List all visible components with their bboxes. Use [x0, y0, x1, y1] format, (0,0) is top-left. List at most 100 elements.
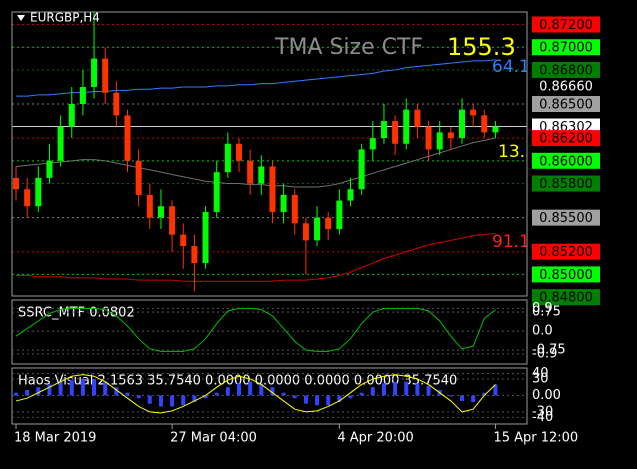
histogram-bar — [47, 384, 52, 396]
candle-body — [57, 126, 64, 161]
histogram-bar — [69, 380, 74, 396]
price-box — [532, 96, 600, 113]
price-label: 0.86800 — [539, 63, 593, 78]
histogram-bar — [136, 395, 141, 399]
candle-body — [46, 160, 53, 178]
histogram-bar — [125, 392, 130, 396]
price-label: 0.84800 — [539, 291, 593, 306]
histogram-bar — [415, 383, 420, 396]
price-label: 0.87200 — [539, 18, 593, 33]
histogram-bar — [493, 384, 498, 396]
y-tick-label: 30 — [532, 371, 549, 386]
y-tick-label: 0.00 — [532, 388, 561, 403]
candle-body — [157, 206, 164, 218]
histogram-bar — [281, 392, 286, 396]
histogram-bar — [337, 395, 342, 403]
price-label: 0.85800 — [539, 177, 593, 192]
histogram-bar — [326, 395, 331, 406]
candle-body — [146, 194, 153, 218]
histogram-bar — [303, 395, 308, 404]
histogram-bar — [482, 392, 487, 396]
histogram-bar — [225, 387, 230, 396]
candle-body — [403, 109, 410, 144]
candle-body — [447, 132, 454, 139]
candle-body — [180, 234, 187, 247]
candle-body — [13, 177, 19, 190]
histogram-bar — [348, 395, 353, 399]
candle-body — [135, 160, 142, 195]
candle-body — [414, 109, 421, 127]
candle-body — [91, 58, 98, 87]
annotation: 64.1 — [492, 57, 530, 77]
candle-body — [35, 177, 42, 207]
histogram-bar — [471, 395, 476, 403]
candle-body — [392, 121, 399, 144]
y-tick-label: -30 — [532, 404, 553, 419]
candle-body — [470, 109, 477, 116]
histogram-bar — [36, 387, 41, 396]
price-label: 0.85000 — [539, 268, 593, 283]
candle-body — [302, 223, 309, 241]
price-label: 0.86000 — [539, 154, 593, 169]
x-tick-label: 4 Apr 20:00 — [337, 431, 414, 446]
price-box — [532, 152, 600, 169]
histogram-bar — [448, 395, 453, 397]
haos-line — [15, 374, 496, 414]
price-box — [532, 130, 600, 147]
histogram-bar — [25, 389, 30, 396]
menu-triangle[interactable] — [17, 15, 25, 21]
candle-body — [380, 121, 387, 139]
candle-body — [347, 189, 354, 201]
candle-body — [124, 115, 131, 161]
candle-body — [425, 126, 432, 150]
price-label: 0.86200 — [539, 132, 593, 147]
price-box — [532, 209, 600, 226]
candle-body — [336, 200, 343, 229]
histogram-bar — [158, 395, 163, 407]
candle-body — [169, 206, 176, 235]
haos-frame — [11, 367, 528, 425]
histogram-bar — [359, 392, 364, 396]
ssrc-line — [15, 307, 496, 352]
y-tick-label: -40 — [532, 410, 553, 425]
x-tick-label: 27 Mar 04:00 — [170, 431, 257, 446]
symbol-title: EURGBP,H4 — [30, 11, 100, 25]
price-box — [532, 61, 600, 78]
histogram-bar — [214, 392, 219, 396]
histogram-bar — [270, 387, 275, 396]
price-box — [532, 289, 600, 306]
price-box — [532, 16, 600, 33]
annotation: 155.3 — [447, 33, 516, 61]
ssrc-frame — [11, 299, 528, 365]
candle-body — [291, 194, 298, 224]
candle-body — [236, 143, 242, 161]
main-frame — [11, 11, 528, 297]
histogram-bar — [80, 378, 85, 396]
candle-body — [191, 246, 198, 264]
candle-body — [68, 104, 75, 127]
histogram-bar — [393, 381, 398, 396]
candle-body — [247, 160, 254, 184]
histogram-bar — [192, 395, 197, 403]
histogram-bar — [248, 381, 253, 396]
histogram-bar — [114, 387, 119, 396]
candle-body — [202, 211, 209, 264]
annotation: 13.5 — [498, 142, 536, 162]
price-label: 0.86500 — [539, 98, 593, 113]
histogram-bar — [404, 381, 409, 396]
candle-body — [481, 115, 488, 133]
histogram-bar — [103, 381, 108, 396]
band-line — [16, 59, 496, 97]
price-label: 0.85200 — [539, 245, 593, 260]
histogram-bar — [147, 395, 152, 404]
histogram-bar — [259, 383, 264, 396]
candle-body — [258, 166, 265, 184]
histogram-bar — [92, 378, 97, 396]
price-label: 0.85500 — [539, 211, 593, 226]
x-tick-label: 18 Mar 2019 — [14, 431, 96, 446]
annotation: TMA Size CTF — [274, 35, 423, 60]
candle-body — [269, 166, 276, 212]
histogram-bar — [203, 395, 208, 399]
